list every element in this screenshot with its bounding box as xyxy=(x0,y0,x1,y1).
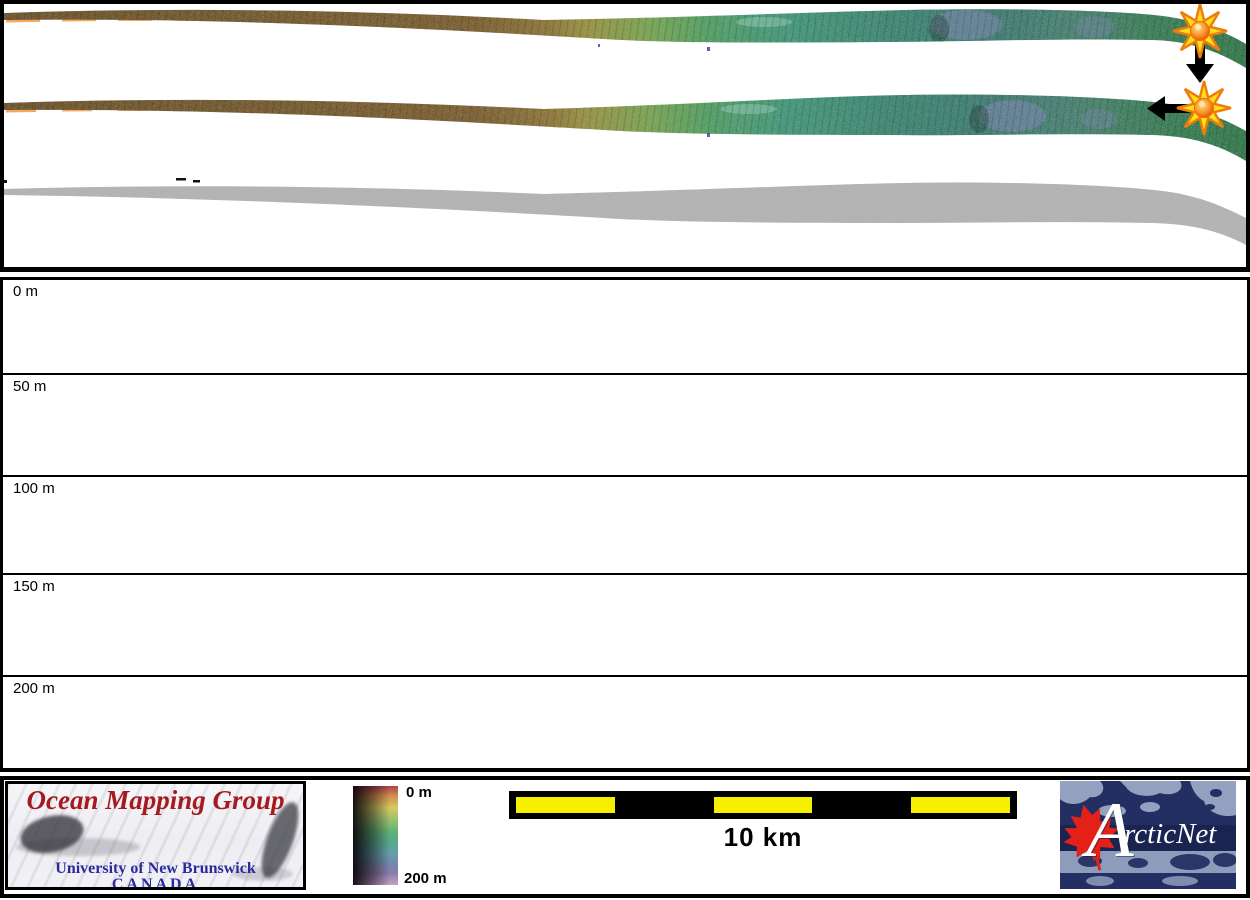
depth-gridline-100m xyxy=(3,475,1247,477)
impact-starburst-icon-2 xyxy=(1176,80,1232,136)
depth-label-100m: 100 m xyxy=(13,480,55,497)
omg-logo-art xyxy=(16,802,299,881)
omg-logo-subtitle: University of New Brunswick xyxy=(55,860,256,877)
omg-logo-title: Ocean Mapping Group xyxy=(26,785,285,815)
stray-marks xyxy=(4,44,710,183)
scalebar-segment xyxy=(614,797,714,813)
arcticnet-logo-art xyxy=(1060,781,1236,889)
scalebar-segment xyxy=(812,797,912,813)
depth-label-0m: 0 m xyxy=(13,283,39,300)
scalebar-label: 10 km xyxy=(723,822,803,852)
swath-strip-bathymetry-1 xyxy=(4,9,1246,68)
maple-leaf-icon xyxy=(1063,804,1119,871)
swath-strip-backscatter xyxy=(4,182,1246,245)
depth-gridline-50m xyxy=(3,373,1247,375)
swath-imagery xyxy=(4,4,1246,245)
depth-scale-panel: 0 m 50 m 100 m 150 m 200 m xyxy=(0,277,1250,772)
scalebar-segment xyxy=(911,797,1010,813)
footer-panel: Ocean Mapping Group University of New Br… xyxy=(0,776,1250,898)
map-scalebar xyxy=(509,791,1017,819)
depth-label-200m: 200 m xyxy=(13,680,55,697)
arrow-down-icon xyxy=(1186,34,1214,83)
scalebar-segment xyxy=(516,797,615,813)
depth-gridline-150m xyxy=(3,573,1247,575)
depth-label-150m: 150 m xyxy=(13,578,55,595)
swath-strip-bathymetry-2 xyxy=(4,94,1246,161)
scalebar-segment xyxy=(713,797,813,813)
depth-label-50m: 50 m xyxy=(13,378,47,395)
impact-starburst-icon-1 xyxy=(1172,4,1228,59)
arrow-left-icon xyxy=(1147,96,1203,121)
colorbar-top-label: 0 m xyxy=(406,784,432,801)
omg-logo-country: CANADA xyxy=(111,876,200,890)
omg-logo: Ocean Mapping Group University of New Br… xyxy=(5,781,306,890)
arcticnet-initial: A xyxy=(1086,786,1134,873)
arcticnet-logo: A rcticNet xyxy=(1060,781,1236,889)
arcticnet-text: rcticNet xyxy=(1124,818,1217,850)
colorbar-bottom-label: 200 m xyxy=(404,870,447,887)
depth-colorbar xyxy=(353,786,398,885)
depth-gridline-200m xyxy=(3,675,1247,677)
swath-imagery-panel xyxy=(0,0,1250,272)
